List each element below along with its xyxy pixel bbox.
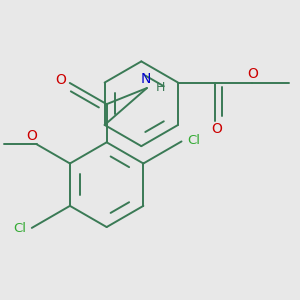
Text: Cl: Cl	[188, 134, 200, 147]
Text: O: O	[56, 73, 67, 87]
Text: H: H	[156, 81, 165, 94]
Text: Cl: Cl	[13, 222, 26, 236]
Text: N: N	[141, 72, 151, 86]
Text: O: O	[212, 122, 222, 136]
Text: O: O	[27, 129, 38, 143]
Text: O: O	[247, 67, 258, 81]
